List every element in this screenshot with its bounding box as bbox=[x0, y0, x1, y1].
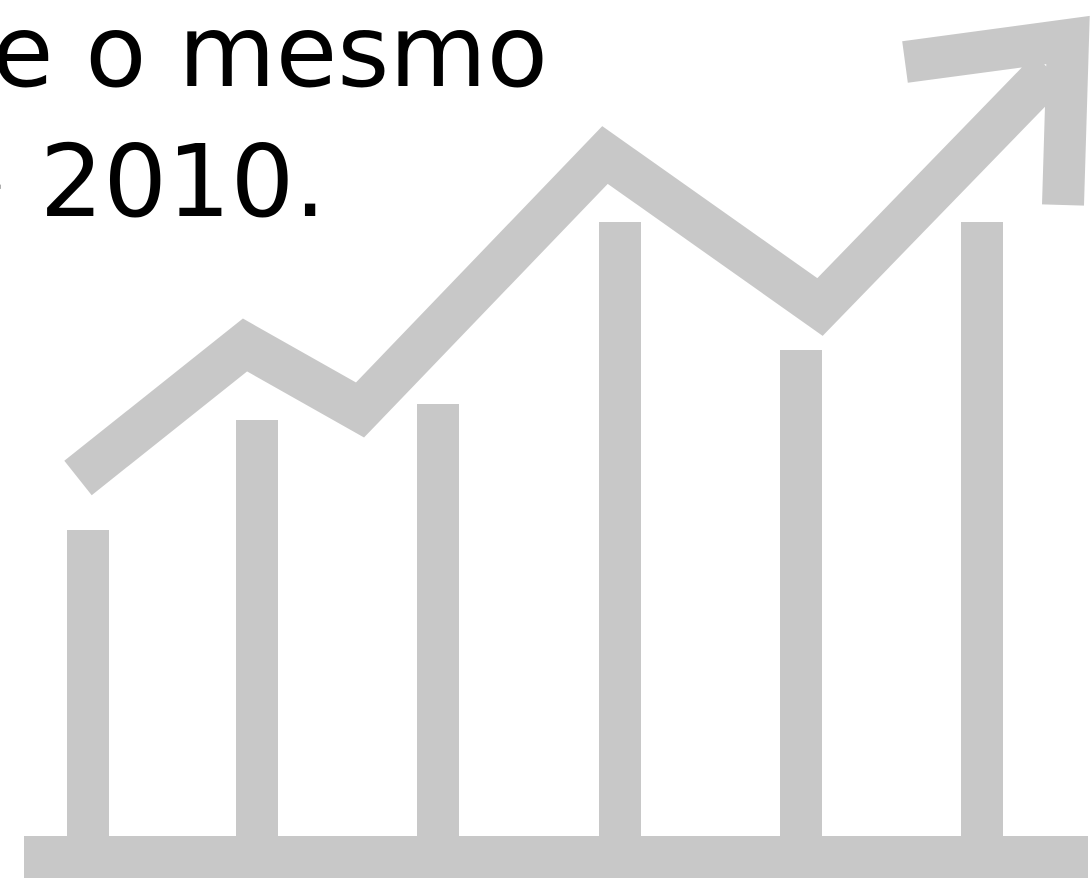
icon-trend-line bbox=[64, 54, 1066, 496]
icon-bar-1 bbox=[67, 530, 109, 840]
icon-bar-3 bbox=[417, 404, 459, 840]
icon-bar-2 bbox=[236, 420, 278, 840]
caption-line-2: › 2010. bbox=[0, 123, 327, 240]
icon-bar-4 bbox=[599, 222, 641, 840]
icon-baseline bbox=[24, 836, 1088, 878]
icon-bar-5 bbox=[780, 350, 822, 840]
icon-arrow-head bbox=[902, 15, 1090, 206]
caption-line-1: e o mesmo bbox=[0, 0, 548, 110]
icon-bar-6 bbox=[961, 222, 1003, 840]
